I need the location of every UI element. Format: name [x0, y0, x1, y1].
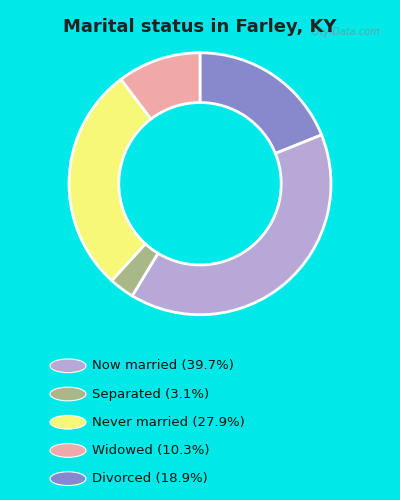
Wedge shape: [132, 135, 331, 314]
Circle shape: [50, 416, 86, 429]
Text: Now married (39.7%): Now married (39.7%): [92, 360, 234, 372]
Wedge shape: [69, 80, 151, 280]
Text: Marital status in Farley, KY: Marital status in Farley, KY: [63, 18, 337, 36]
Text: Divorced (18.9%): Divorced (18.9%): [92, 472, 208, 485]
Text: Widowed (10.3%): Widowed (10.3%): [92, 444, 210, 457]
Text: City-Data.com: City-Data.com: [311, 28, 380, 38]
Text: Separated (3.1%): Separated (3.1%): [92, 388, 209, 400]
Circle shape: [50, 444, 86, 458]
Circle shape: [50, 387, 86, 401]
Wedge shape: [121, 52, 200, 119]
Wedge shape: [112, 244, 158, 296]
Wedge shape: [200, 52, 322, 154]
Text: Never married (27.9%): Never married (27.9%): [92, 416, 245, 428]
Circle shape: [50, 472, 86, 486]
Circle shape: [50, 359, 86, 372]
